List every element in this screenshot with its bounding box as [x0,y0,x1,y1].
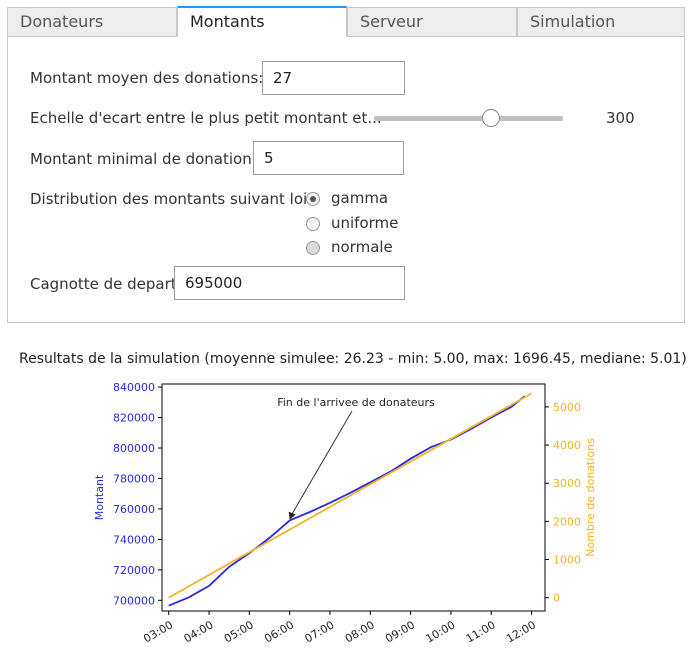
right-tick-label: 1000 [553,553,581,566]
montants-panel: Montant moyen des donations: 27 Echelle … [7,37,685,323]
start-pot-label: Cagnotte de depart: [30,275,182,293]
start-pot-input[interactable]: 695000 [174,266,405,300]
right-axis-label: Nombre de donations [584,438,597,557]
x-tick-label: 10:00 [423,618,457,645]
x-tick-label: 05:00 [222,618,256,645]
simulation-results-title: Resultats de la simulation (moyenne simu… [19,351,687,367]
left-tick-label: 760000 [113,503,155,516]
tab-simulation[interactable]: Simulation [517,7,685,37]
min-amount-input[interactable]: 5 [253,141,404,175]
x-tick-label: 07:00 [303,618,337,645]
x-tick-label: 03:00 [141,618,175,645]
x-tick-label: 04:00 [182,618,216,645]
radio-normale[interactable] [306,241,320,255]
series-line-montant [168,395,526,607]
x-tick-label: 08:00 [343,618,377,645]
x-tick-label: 06:00 [262,618,296,645]
tab-donateurs[interactable]: Donateurs [7,7,177,37]
left-tick-label: 800000 [113,442,155,455]
distribution-label: Distribution des montants suivant loi: [30,190,313,208]
left-tick-label: 820000 [113,412,155,425]
radio-uniforme[interactable] [306,217,320,231]
right-tick-label: 0 [553,592,560,605]
right-tick-label: 3000 [553,477,581,490]
scale-slider-track[interactable] [374,116,563,121]
tab-serveur[interactable]: Serveur [347,7,517,37]
radio-uniforme-label[interactable]: uniforme [331,214,399,232]
scale-value: 300 [606,109,635,127]
left-tick-label: 780000 [113,472,155,485]
left-tick-label: 720000 [113,564,155,577]
annotation-arrowhead [288,511,296,520]
scale-label: Echelle d'ecart entre le plus petit mont… [30,109,382,127]
x-tick-label: 12:00 [504,618,538,645]
scale-slider-thumb[interactable] [482,109,501,127]
mean-amount-input[interactable]: 27 [262,61,405,95]
left-tick-label: 700000 [113,594,155,607]
left-axis-label: Montant [93,474,106,520]
left-tick-label: 740000 [113,533,155,546]
left-tick-label: 840000 [113,381,155,394]
tab-bar: Donateurs Montants Serveur Simulation [7,6,685,37]
radio-gamma-label[interactable]: gamma [331,189,389,207]
mean-amount-label: Montant moyen des donations: [30,69,264,87]
x-tick-label: 09:00 [383,618,417,645]
radio-gamma[interactable] [306,192,320,206]
radio-normale-label[interactable]: normale [331,238,393,256]
simulation-chart: 700000 720000 740000 760000 780000 800000 8200… [93,381,597,645]
tab-montants[interactable]: Montants [177,6,347,37]
annotation-arrow [291,410,353,515]
right-tick-label: 2000 [553,515,581,528]
min-amount-label: Montant minimal de donation: [30,150,257,168]
annotation-label: Fin de l'arrivee de donateurs [277,396,435,409]
series-line-donations [168,392,533,599]
x-tick-label: 11:00 [464,618,498,645]
right-tick-label: 4000 [553,439,581,452]
right-tick-label: 5000 [553,401,581,414]
